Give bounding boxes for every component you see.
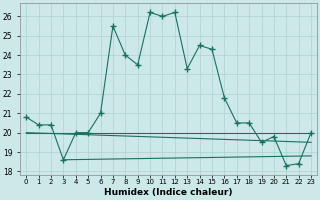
X-axis label: Humidex (Indice chaleur): Humidex (Indice chaleur) xyxy=(104,188,233,197)
